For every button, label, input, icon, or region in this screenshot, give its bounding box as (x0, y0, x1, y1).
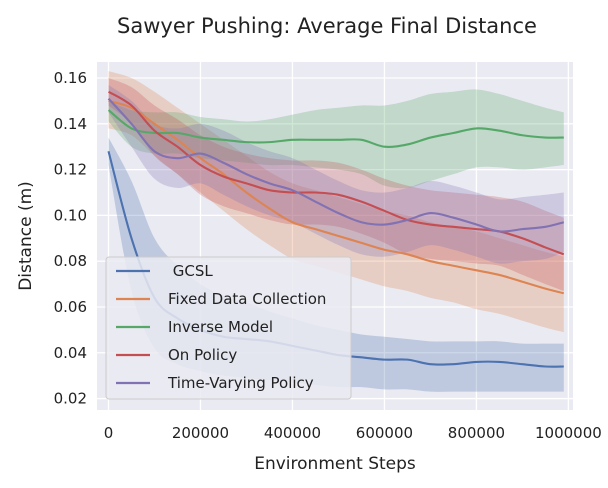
legend-label: Inverse Model (168, 318, 273, 336)
y-axis-ticks: 0.02 0.04 0.06 0.08 0.10 0.12 0.14 0.16 (54, 69, 87, 408)
series-line-time-varying-policy (107, 97, 565, 233)
series-line-fixed-data-collection (108, 99, 565, 295)
legend-label: Fixed Data Collection (168, 290, 326, 308)
legend-box (105, 256, 352, 400)
legend: GCSL Fixed Data Collection Inverse Model On… (105, 256, 352, 400)
y-tick-label: 0.08 (54, 252, 87, 270)
chart-title: Sawyer Pushing: Average Final Distance (117, 14, 537, 38)
y-tick-label: 0.04 (54, 344, 87, 362)
x-axis-ticks: 0 200000 400000 600000 800000 1000000 (104, 424, 602, 442)
x-tick-label: 1000000 (535, 424, 602, 442)
legend-label: GCSL (168, 262, 213, 280)
y-tick-label: 0.06 (54, 298, 87, 316)
band-time-varying-policy (108, 84, 564, 264)
y-tick-label: 0.14 (54, 115, 87, 133)
y-tick-label: 0.16 (54, 69, 87, 87)
x-axis-label: Environment Steps (254, 454, 416, 474)
y-tick-label: 0.02 (54, 390, 87, 408)
legend-label: On Policy (168, 346, 237, 364)
legend-label: Time-Varying Policy (167, 374, 314, 392)
band-on-policy (108, 78, 564, 291)
x-tick-label: 400000 (264, 424, 321, 442)
x-tick-label: 800000 (448, 424, 505, 442)
x-tick-label: 200000 (172, 424, 229, 442)
x-tick-label: 600000 (356, 424, 413, 442)
y-tick-label: 0.10 (54, 206, 87, 224)
band-fixed-data-collection (108, 71, 564, 333)
y-axis-label: Distance (m) (16, 181, 36, 291)
series-line-inverse-model (107, 109, 564, 148)
y-tick-label: 0.12 (54, 161, 87, 179)
x-tick-label: 0 (104, 424, 114, 442)
